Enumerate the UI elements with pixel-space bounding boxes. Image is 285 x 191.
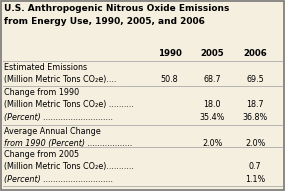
Text: (Million Metric Tons CO₂e)...........: (Million Metric Tons CO₂e)...........	[4, 162, 134, 171]
Text: 2005: 2005	[201, 49, 224, 58]
Text: Change from 2005: Change from 2005	[4, 150, 80, 159]
Text: 36.8%: 36.8%	[243, 113, 268, 122]
Text: from 1990 (Percent) ..................: from 1990 (Percent) ..................	[4, 139, 133, 148]
Text: 50.8: 50.8	[161, 75, 178, 84]
Text: Estimated Emissions: Estimated Emissions	[4, 63, 87, 72]
Text: 1.1%: 1.1%	[245, 175, 265, 184]
Text: 18.0: 18.0	[203, 100, 221, 109]
Text: Average Annual Change: Average Annual Change	[4, 127, 101, 136]
Text: 2.0%: 2.0%	[202, 139, 223, 148]
Text: 2.0%: 2.0%	[245, 139, 265, 148]
Text: 68.7: 68.7	[203, 75, 221, 84]
Text: 0.7: 0.7	[249, 162, 261, 171]
Text: 1990: 1990	[158, 49, 182, 58]
Text: (Percent) ............................: (Percent) ............................	[4, 113, 113, 122]
Text: 35.4%: 35.4%	[200, 113, 225, 122]
Text: (Million Metric Tons CO₂e)....: (Million Metric Tons CO₂e)....	[4, 75, 117, 84]
Text: U.S. Anthropogenic Nitrous Oxide Emissions: U.S. Anthropogenic Nitrous Oxide Emissio…	[4, 4, 230, 13]
Text: Change from 1990: Change from 1990	[4, 88, 80, 97]
Text: (Million Metric Tons CO₂e) ..........: (Million Metric Tons CO₂e) ..........	[4, 100, 134, 109]
Text: 69.5: 69.5	[246, 75, 264, 84]
Text: 18.7: 18.7	[246, 100, 264, 109]
Text: (Percent) ............................: (Percent) ............................	[4, 175, 113, 184]
Text: 2006: 2006	[243, 49, 267, 58]
Text: from Energy Use, 1990, 2005, and 2006: from Energy Use, 1990, 2005, and 2006	[4, 17, 205, 26]
